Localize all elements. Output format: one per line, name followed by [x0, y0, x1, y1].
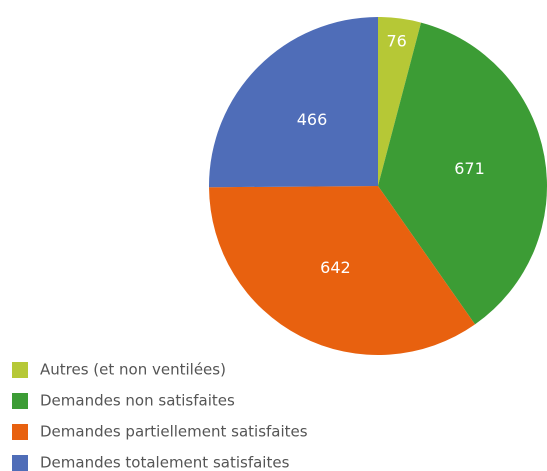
pie-slice [209, 186, 476, 355]
legend-label: Demandes partiellement satisfaites [40, 423, 308, 441]
legend-swatch [12, 455, 28, 471]
slice-label: 466 [297, 110, 328, 129]
slice-label: 642 [320, 258, 351, 277]
legend-label: Autres (et non ventilées) [40, 361, 226, 379]
pie-slice [209, 17, 378, 188]
slice-label: 76 [386, 31, 406, 50]
legend-label: Demandes totalement satisfaites [40, 454, 290, 471]
legend-label: Demandes non satisfaites [40, 392, 235, 410]
legend-swatch [12, 393, 28, 409]
pie-slice [378, 17, 422, 186]
slice-label: 671 [454, 159, 485, 178]
legend-swatch [12, 362, 28, 378]
pie-slice [378, 22, 547, 325]
legend-swatch [12, 424, 28, 440]
